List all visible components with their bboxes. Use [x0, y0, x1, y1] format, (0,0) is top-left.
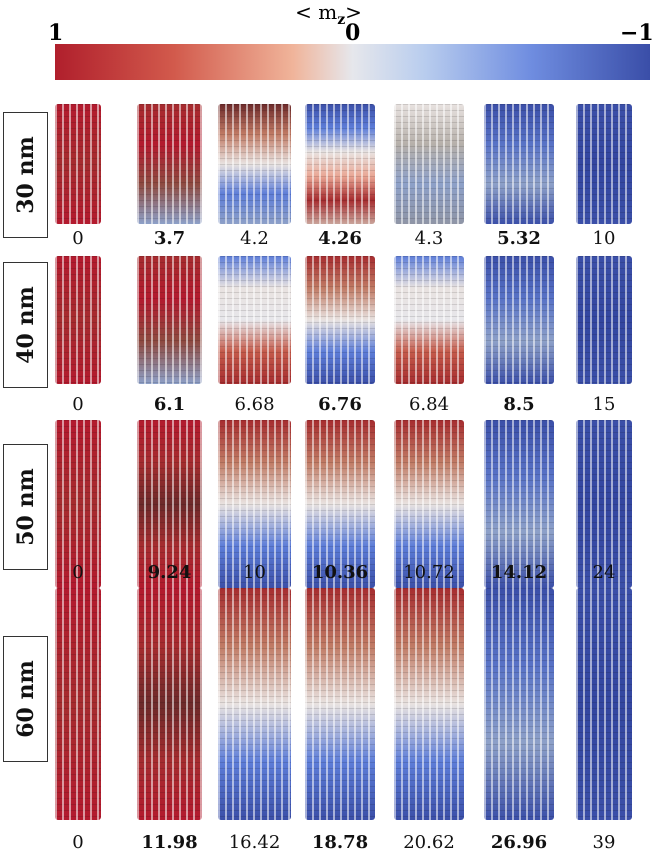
row-label-text: 60 nm	[12, 660, 39, 738]
magnetization-panel	[305, 104, 375, 224]
field-value: 4.3	[414, 228, 444, 249]
magnetization-panel	[394, 588, 464, 820]
field-value: 6.84	[408, 394, 450, 415]
magnetization-panel	[218, 256, 291, 384]
magnetization-panel	[394, 104, 464, 224]
colorbar	[55, 44, 650, 80]
magnetization-panel	[55, 256, 101, 384]
row-label-text: 50 nm	[12, 468, 39, 546]
field-value: 5.32	[497, 228, 541, 249]
field-value: 4.2	[240, 228, 269, 249]
magnetization-panel	[305, 588, 375, 820]
field-value: 9.24	[147, 562, 192, 583]
field-value: 16.42	[228, 832, 281, 853]
field-value: 6.76	[318, 394, 362, 415]
magnetization-panel	[305, 256, 375, 384]
field-value: 4.26	[318, 228, 362, 249]
magnetization-panel	[137, 420, 202, 588]
field-value: 0	[72, 832, 84, 853]
field-value: 6.68	[234, 394, 275, 415]
field-value: 8.5	[503, 394, 535, 415]
magnetization-panel	[55, 420, 101, 588]
field-value: 14.12	[490, 562, 548, 583]
magnetization-panel	[218, 420, 291, 588]
magnetization-panel	[218, 104, 291, 224]
magnetization-panel	[137, 588, 202, 820]
magnetization-panel	[305, 420, 375, 588]
row-label: 60 nm	[3, 636, 48, 762]
field-value: 0	[72, 228, 84, 249]
field-value: 6.1	[153, 394, 186, 415]
field-value: 39	[592, 832, 616, 853]
magnetization-panel	[218, 588, 291, 820]
colorbar-min-label: 1	[48, 20, 64, 46]
colorbar-max-label: −1	[620, 20, 654, 46]
row-label-text: 40 nm	[12, 286, 39, 364]
magnetization-panel	[484, 256, 554, 384]
field-value: 24	[592, 562, 616, 583]
magnetization-panel	[394, 420, 464, 588]
field-value: 10	[243, 562, 266, 583]
field-value: 0	[72, 394, 84, 415]
magnetization-panel	[55, 104, 101, 224]
magnetization-panel	[484, 588, 554, 820]
row-label: 40 nm	[3, 262, 48, 388]
field-value: 15	[592, 394, 616, 415]
magnetization-panel	[576, 104, 632, 224]
field-value: 18.78	[311, 832, 369, 853]
magnetization-panel	[576, 420, 632, 588]
magnetization-panel	[55, 588, 101, 820]
row-label: 50 nm	[3, 444, 48, 570]
field-value: 3.7	[153, 228, 186, 249]
magnetization-panel	[576, 256, 632, 384]
row-label-text: 30 nm	[12, 136, 39, 214]
field-value: 11.98	[141, 832, 198, 853]
magnetization-panel	[484, 104, 554, 224]
colorbar-mid-label: 0	[345, 20, 361, 46]
magnetization-panel	[137, 256, 202, 384]
field-value: 10	[592, 228, 616, 249]
field-value: 0	[72, 562, 84, 583]
magnetization-panel	[484, 420, 554, 588]
colorbar-title: < mz>	[295, 0, 362, 28]
field-value: 26.96	[490, 832, 548, 853]
magnetization-panel	[576, 588, 632, 820]
magnetization-panel	[137, 104, 202, 224]
row-label: 30 nm	[3, 112, 48, 238]
field-value: 20.62	[403, 832, 455, 853]
field-value: 10.72	[403, 562, 455, 583]
field-value: 10.36	[311, 562, 369, 583]
magnetization-panel	[394, 256, 464, 384]
